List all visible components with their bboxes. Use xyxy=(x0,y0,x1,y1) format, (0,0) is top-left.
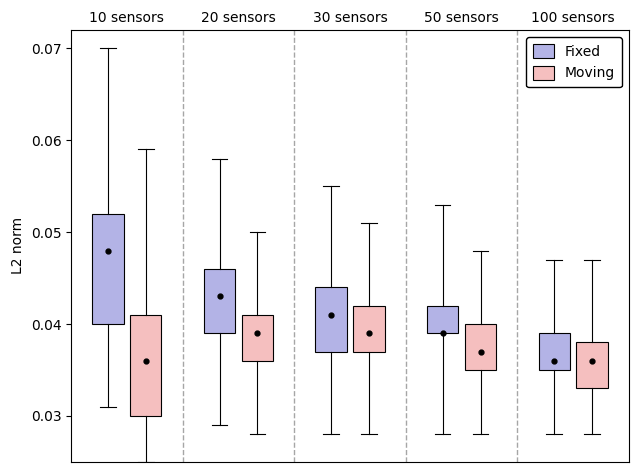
PathPatch shape xyxy=(92,214,124,324)
PathPatch shape xyxy=(353,306,385,351)
PathPatch shape xyxy=(316,287,347,351)
PathPatch shape xyxy=(242,315,273,361)
PathPatch shape xyxy=(538,333,570,370)
PathPatch shape xyxy=(204,269,235,333)
Y-axis label: L2 norm: L2 norm xyxy=(11,218,25,274)
PathPatch shape xyxy=(131,315,161,416)
PathPatch shape xyxy=(465,324,496,370)
PathPatch shape xyxy=(427,306,458,333)
Legend: Fixed, Moving: Fixed, Moving xyxy=(526,37,622,88)
PathPatch shape xyxy=(577,342,608,388)
